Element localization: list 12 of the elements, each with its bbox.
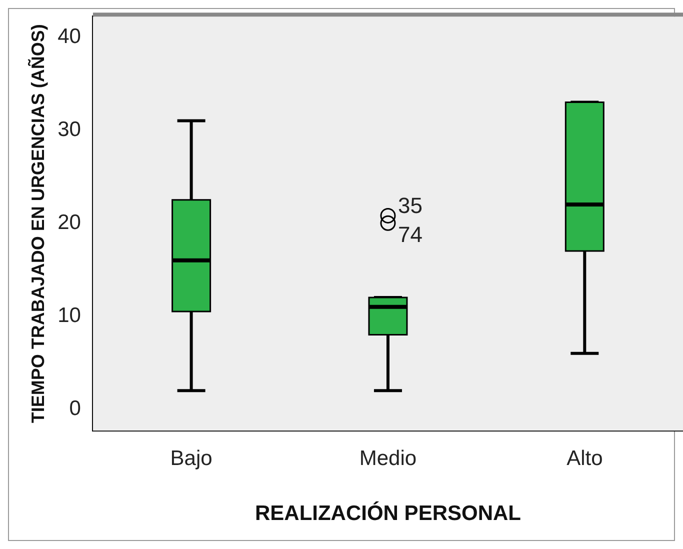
y-tick-label: 0	[69, 397, 81, 420]
x-tick-label: Bajo	[170, 446, 212, 470]
y-tick-label: 30	[58, 118, 81, 141]
x-tick-label: Alto	[566, 446, 603, 470]
y-axis-title: TIEMPO TRABAJADO EN URGENCIAS (AÑOS)	[26, 24, 48, 424]
annotation: 74	[398, 222, 422, 248]
x-axis-title: REALIZACIÓN PERSONAL	[254, 501, 522, 526]
y-tick-label: 10	[58, 304, 81, 327]
x-tick-label: Medio	[359, 446, 417, 470]
y-tick-label: 20	[58, 210, 81, 234]
annotation: 35	[398, 192, 422, 218]
y-tick-label: 40	[58, 24, 81, 48]
